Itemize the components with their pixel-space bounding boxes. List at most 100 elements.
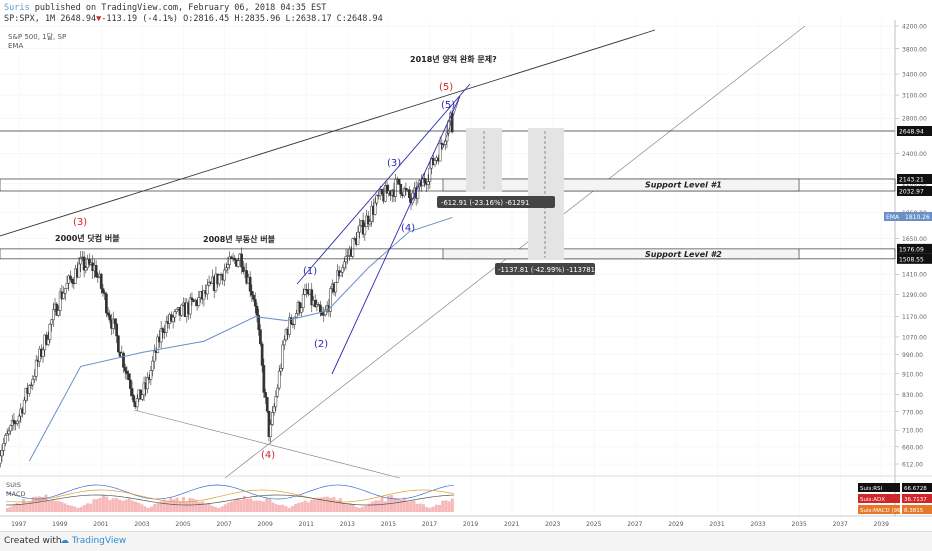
x-tick-label: 2029 — [668, 521, 683, 528]
macd-histogram-bar — [287, 507, 291, 512]
support-2-box — [442, 248, 800, 260]
macd-histogram-bar — [431, 506, 435, 512]
adx-label-text: Suis:ADX — [860, 497, 885, 503]
y-tick-label: 2100.00 — [902, 181, 927, 188]
macd-histogram-bar — [63, 503, 67, 512]
candle — [127, 373, 130, 381]
candle — [7, 430, 11, 435]
candle — [300, 307, 303, 313]
candle — [313, 300, 317, 307]
y-tick-label: 1170.00 — [902, 314, 927, 321]
macd-histogram-bar — [134, 501, 137, 512]
last-price-badge-text: 2648.94 — [899, 129, 924, 136]
macd-histogram-bar — [57, 500, 61, 512]
macd-histogram-bar — [358, 507, 361, 512]
support-2-lower-badge-text: 1508.55 — [899, 256, 924, 263]
candle — [428, 167, 432, 182]
candle — [426, 181, 430, 185]
candle — [156, 336, 160, 353]
candle — [22, 399, 26, 414]
indicator-label-macd: MACD — [6, 490, 25, 498]
candle — [322, 314, 326, 316]
adx-value-bg — [902, 494, 932, 503]
macd-histogram-bar — [210, 505, 214, 512]
macd-histogram-bar — [329, 497, 333, 512]
y-tick-label: 3400.00 — [902, 72, 927, 79]
candle — [103, 292, 107, 295]
macd-histogram-bar — [34, 496, 38, 512]
candle — [423, 178, 427, 183]
candle — [274, 396, 278, 408]
x-tick-label: 2011 — [299, 521, 314, 528]
macd-histogram-bar — [319, 497, 323, 512]
candle — [277, 370, 281, 389]
macd-histogram-bar — [441, 500, 445, 512]
candle — [105, 293, 108, 314]
macd-histogram-bar — [38, 496, 41, 512]
brand-text: TradingView — [71, 536, 127, 546]
candle — [351, 238, 355, 257]
macd-histogram-bar — [185, 501, 189, 512]
candle — [115, 323, 119, 337]
ema-badge-value: 1810.26 — [905, 214, 930, 221]
candle — [356, 231, 360, 245]
candle — [358, 225, 362, 233]
author-link[interactable]: Suris — [4, 3, 30, 13]
x-tick-label: 1997 — [11, 521, 26, 528]
last-price: 2648.94 — [60, 14, 97, 24]
wave-1-label: (1) — [303, 266, 317, 277]
macd-histogram-bar — [79, 506, 83, 512]
candle — [12, 419, 16, 424]
y-tick-label: 3100.00 — [902, 93, 927, 100]
candle — [70, 279, 74, 284]
macd-histogram-bar — [239, 499, 243, 512]
macd-histogram-bar — [140, 504, 144, 512]
tradingview-brand-link[interactable]: ☁ TradingView — [60, 536, 126, 546]
candle — [262, 365, 266, 393]
macd-histogram-bar — [338, 498, 342, 512]
macd-histogram-bar — [182, 497, 185, 512]
y-tick-label: 660.00 — [902, 444, 923, 451]
macd-histogram-bar — [364, 505, 368, 512]
macd-histogram-bar — [92, 499, 96, 512]
candle — [46, 339, 50, 345]
x-tick-label: 2035 — [792, 521, 807, 528]
candle — [55, 303, 59, 316]
macd-histogram-bar — [399, 499, 403, 512]
candle — [397, 178, 401, 185]
y-tick-label: 910.00 — [902, 371, 923, 378]
macd-value-text: 8.3815 — [904, 508, 924, 514]
macd-histogram-bar — [41, 496, 45, 512]
macd-histogram-bar — [130, 500, 134, 512]
publish-line: Suris published on TradingView.com, Febr… — [4, 3, 326, 13]
candle — [223, 269, 226, 281]
macd-histogram-bar — [217, 507, 221, 512]
macd-histogram-bar — [156, 503, 160, 512]
candle — [33, 376, 36, 380]
macd-histogram-bar — [377, 500, 381, 512]
macd-histogram-bar — [207, 503, 211, 512]
x-tick-label: 2019 — [463, 521, 478, 528]
candle — [226, 264, 230, 269]
publish-info: published on TradingView.com, February 0… — [34, 3, 327, 13]
candle — [288, 317, 291, 335]
support-1-lower-badge-text: 2032.97 — [899, 189, 924, 196]
candle — [180, 304, 184, 316]
support-2-upper-badge: 1576.09 — [897, 243, 932, 254]
measure-2-box — [528, 128, 564, 260]
candle — [29, 384, 33, 387]
candle — [101, 288, 105, 293]
y-tick-label: 3800.00 — [902, 46, 927, 53]
macd-histogram-bar — [73, 506, 77, 512]
macd-histogram-bar — [44, 494, 48, 512]
candle — [271, 412, 274, 425]
candle — [31, 379, 35, 386]
macd-histogram-bar — [374, 500, 377, 512]
macd-histogram-bar — [335, 500, 339, 512]
legend-ema: EMA — [8, 42, 24, 50]
candle — [438, 142, 442, 162]
candle — [9, 425, 12, 432]
x-tick-label: 2013 — [340, 521, 355, 528]
wave-3-label: (3) — [387, 158, 401, 169]
